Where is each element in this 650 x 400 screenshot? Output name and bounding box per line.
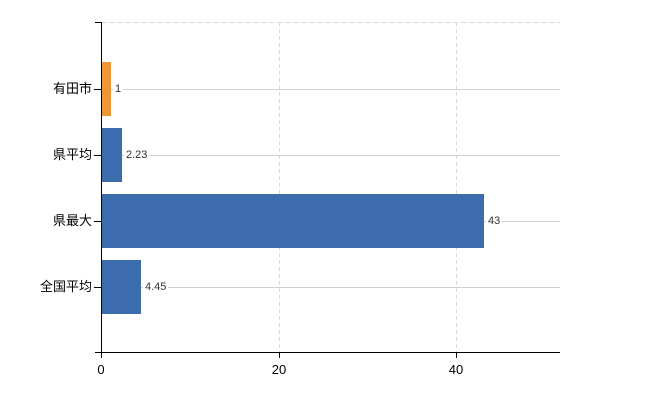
- x-axis-tick-label: 0: [97, 362, 105, 377]
- x-gridline: [456, 22, 457, 352]
- y-axis-tick: [94, 155, 101, 156]
- bar-value-label: 4.45: [143, 280, 169, 294]
- bar-series: [102, 260, 141, 314]
- category-label: 県平均: [52, 147, 92, 162]
- x-axis-line: [95, 352, 560, 353]
- x-axis-tick: [456, 352, 457, 358]
- x-axis-tick-label: 20: [271, 362, 287, 377]
- bar-value-label: 2.23: [124, 148, 150, 162]
- category-label: 県最大: [52, 213, 92, 228]
- bar-series: [102, 128, 122, 182]
- bar-series: [102, 194, 484, 248]
- row-gridline: [101, 287, 560, 288]
- plot-top-border: [101, 22, 560, 23]
- row-gridline: [101, 155, 560, 156]
- category-label: 全国平均: [39, 279, 92, 294]
- bar-highlight: [102, 62, 111, 116]
- x-axis-tick: [279, 352, 280, 358]
- y-axis-tick: [94, 221, 101, 222]
- x-gridline: [279, 22, 280, 352]
- y-axis-tick: [94, 89, 101, 90]
- y-axis-tick: [94, 287, 101, 288]
- category-label: 有田市: [52, 81, 92, 96]
- row-gridline: [101, 89, 560, 90]
- y-axis-line: [101, 22, 102, 358]
- bar-value-label: 43: [486, 214, 503, 228]
- y-axis-top-tick: [95, 22, 101, 23]
- bar-value-label: 1: [113, 82, 124, 96]
- x-axis-tick-label: 40: [448, 362, 464, 377]
